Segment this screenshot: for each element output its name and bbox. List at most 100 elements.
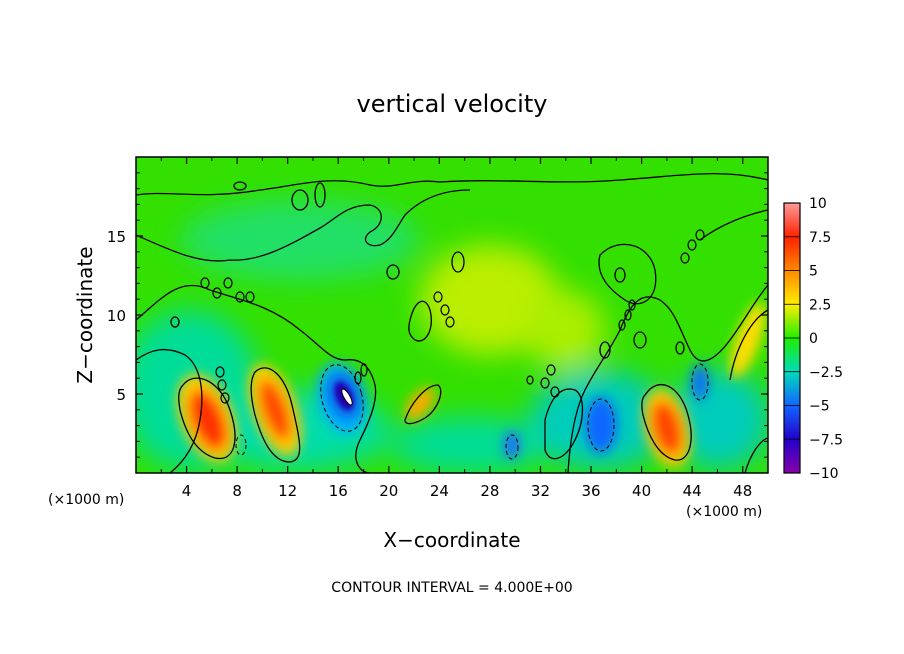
x-tick-label: 12 [278, 482, 297, 500]
ring [687, 239, 697, 251]
x-unit-label-right: (×1000 m) [686, 504, 762, 520]
contour-right-upper [598, 243, 657, 305]
ring [200, 277, 210, 289]
x-axis-title: X−coordinate [383, 528, 520, 552]
ring [546, 364, 556, 376]
x-tick-label: 24 [430, 482, 449, 500]
colorbar-tick-label: 2.5 [809, 297, 831, 313]
ring [235, 291, 245, 303]
colorbar-tick-label: −7.5 [809, 432, 843, 448]
updraft-cell-2-core [259, 379, 291, 441]
ring [680, 252, 690, 264]
x-tick-label: 16 [329, 482, 348, 500]
colorbar-tick-label: 0 [809, 331, 818, 347]
dashed-contour-cell-3 [320, 364, 364, 432]
dashed-contour-cell-5 [505, 434, 519, 460]
downdraft-cell-6 [585, 397, 617, 453]
x-tick-label: 20 [379, 482, 398, 500]
contour-cell-2 [250, 367, 301, 463]
contour-small-10 [599, 341, 611, 359]
colorbar-tick-label: 7.5 [809, 230, 831, 246]
contour-small-3 [451, 251, 465, 273]
negative-contours [235, 363, 709, 460]
ring [550, 386, 560, 398]
chart-title: vertical velocity [357, 90, 548, 118]
contour-small-2 [170, 316, 180, 328]
contour-cell-4 [404, 384, 442, 425]
ring [223, 277, 233, 289]
contour-bottom-right [744, 437, 768, 473]
y-tick-label: 5 [116, 386, 126, 404]
y-axis-title: Z−coordinate [73, 246, 97, 383]
downdraft-cell-8 [692, 364, 708, 400]
contour-interval-label: CONTOUR INTERVAL = 4.000E+00 [331, 580, 572, 596]
ring [624, 309, 632, 321]
contour-cell-1 [178, 377, 236, 460]
yellow-region-center [420, 245, 560, 355]
contour-right-column [567, 284, 768, 473]
x-unit-label-left: (×1000 m) [48, 492, 124, 508]
updraft-peak-core [341, 388, 353, 406]
contour-small-8 [633, 331, 647, 349]
ring [526, 375, 534, 385]
contour-upper-right [699, 209, 768, 241]
contour-small-9 [675, 341, 685, 355]
updraft-cell-7-core [651, 400, 683, 456]
x-tick-label: 36 [581, 482, 600, 500]
x-tick-label: 40 [632, 482, 651, 500]
contour-top-band [136, 173, 768, 196]
ring [695, 229, 705, 241]
ring [628, 299, 636, 311]
contour-middle-wave [136, 284, 377, 473]
ring [440, 304, 450, 316]
dashed-contour-small [235, 434, 247, 456]
dashed-contour-cell-6 [587, 398, 615, 452]
colorbar: 10 7.5 5 2.5 0 −2.5 −5 −7.5 −10 [783, 196, 843, 482]
dashed-contour-cell-8 [691, 363, 709, 401]
colorbar-tick-label: 5 [809, 264, 818, 280]
ring [215, 366, 225, 378]
colorbar-tick-label: −10 [809, 466, 839, 482]
ring [217, 379, 227, 391]
contour-cell-7 [641, 383, 692, 461]
ring [212, 287, 222, 299]
contour-right-edge [729, 309, 768, 381]
ring [220, 392, 230, 404]
contour-upper-left [136, 189, 471, 262]
updraft-cell-9 [730, 302, 766, 378]
cyan-region-upper-left [180, 200, 420, 280]
contour-small-4 [614, 267, 626, 283]
contour-center-blob [408, 300, 432, 342]
updraft-cell-1-core [188, 389, 228, 451]
y-axis: 5 10 15 [107, 172, 768, 458]
x-tick-label: 4 [182, 482, 192, 500]
x-axis: 4 8 12 16 20 24 28 32 36 40 44 48 [160, 157, 752, 500]
colorbar-tick-label: −5 [809, 399, 830, 415]
y-tick-label: 10 [107, 307, 126, 325]
contour-small-6 [291, 189, 309, 211]
x-tick-label: 28 [480, 482, 499, 500]
cyan-region-bottom [390, 417, 550, 473]
contour-left-column [136, 348, 203, 473]
ring [445, 316, 455, 328]
ring [540, 377, 550, 389]
contour-small-5 [233, 181, 247, 191]
contour-lines [136, 173, 768, 473]
yellow-region-right [525, 290, 605, 370]
x-tick-label: 48 [733, 482, 752, 500]
ring [433, 291, 443, 303]
contour-mid-right [544, 388, 584, 460]
ring [618, 319, 626, 331]
contour-rings [200, 229, 705, 404]
colorbar-tick-label: 10 [809, 196, 827, 212]
ring [245, 291, 255, 303]
colorbar-tick-label: −2.5 [809, 365, 843, 381]
x-tick-label: 44 [683, 482, 702, 500]
contour-small-1 [386, 264, 400, 280]
x-tick-label: 32 [531, 482, 550, 500]
y-tick-label: 15 [107, 228, 126, 246]
contour-small-7 [314, 182, 326, 208]
ring [360, 363, 368, 377]
updraft-cell-4 [405, 387, 435, 421]
